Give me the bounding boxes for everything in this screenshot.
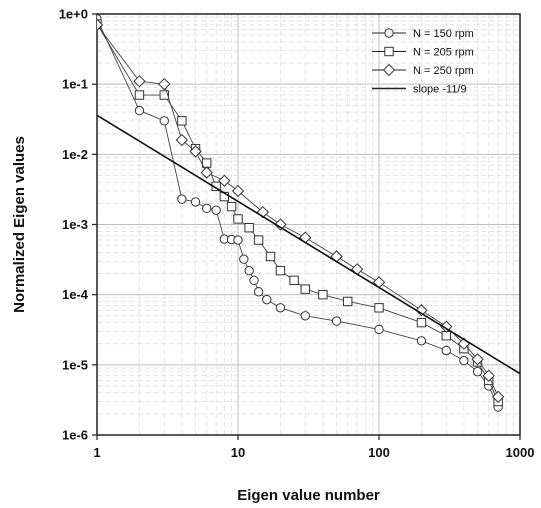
data-point-square <box>275 265 286 276</box>
data-point-square <box>244 223 254 233</box>
data-point-circle <box>275 303 286 313</box>
y-tick-label: 1e-5 <box>62 357 88 372</box>
data-point-diamond <box>158 77 171 91</box>
x-tick-label: 100 <box>368 445 390 460</box>
data-point-circle <box>134 105 145 116</box>
x-tick-label: 10 <box>231 445 245 460</box>
data-point-circle <box>262 294 272 305</box>
slope-line <box>97 114 520 375</box>
series-square <box>97 19 503 407</box>
data-point-circle <box>190 197 201 207</box>
data-point-diamond <box>415 304 428 317</box>
legend-label: N = 205 rpm <box>413 47 474 59</box>
data-point-circle <box>300 311 310 321</box>
y-tick-label: 1e-2 <box>62 147 88 162</box>
data-point-diamond <box>491 390 505 403</box>
data-point-square <box>416 317 427 328</box>
data-point-circle <box>374 324 384 335</box>
chart-marks <box>97 14 520 412</box>
data-point-diamond <box>274 218 287 231</box>
series-line <box>97 114 520 375</box>
data-point-circle <box>472 366 483 377</box>
data-point-circle <box>202 203 212 214</box>
data-point-circle <box>459 355 469 366</box>
data-point-diamond <box>218 174 231 187</box>
data-point-circle <box>253 287 264 297</box>
data-point-diamond <box>231 184 245 198</box>
legend-marker-diamond <box>382 63 396 77</box>
axis-ticks: 1 10 100 1000 1e-6 1e-5 1e-4 1e-3 1e-2 1e-1 1e+0 <box>59 7 535 461</box>
legend-marker-circle <box>384 28 394 38</box>
data-point-square <box>177 116 187 126</box>
legend-label: slope -11/9 <box>413 84 467 96</box>
data-point-circle <box>239 254 249 264</box>
y-tick-label: 1e-1 <box>62 77 88 92</box>
data-point-diamond <box>299 231 312 244</box>
data-point-square <box>318 289 328 300</box>
series-line <box>97 23 499 402</box>
x-axis-title: Eigen value number <box>237 487 380 504</box>
data-point-diamond <box>97 18 104 32</box>
data-point-circle <box>249 275 259 286</box>
data-point-diamond <box>200 166 213 179</box>
y-axis-title: Normalized Eigen values <box>11 136 28 313</box>
data-point-diamond <box>133 75 146 88</box>
data-point-diamond <box>175 133 189 147</box>
data-point-circle <box>233 235 243 245</box>
data-point-circle <box>244 265 254 276</box>
data-point-square <box>374 303 384 313</box>
y-tick-label: 1e-6 <box>62 428 88 443</box>
data-point-square <box>289 275 299 286</box>
x-tick-label: 1000 <box>506 445 535 460</box>
data-point-circle <box>441 345 451 356</box>
data-point-diamond <box>189 145 202 158</box>
series-line <box>97 18 499 408</box>
x-tick-label: 1 <box>93 445 100 460</box>
legend-marker-square <box>384 46 394 57</box>
y-tick-label: 1e-4 <box>62 287 89 302</box>
data-point-square <box>226 201 237 212</box>
data-point-diamond <box>372 276 386 289</box>
data-point-circle <box>177 194 187 204</box>
legend-label: N = 250 rpm <box>413 65 474 77</box>
data-point-square <box>233 214 243 224</box>
y-tick-label: 1e-3 <box>62 217 88 232</box>
data-point-diamond <box>471 353 484 366</box>
legend-label: N = 150 rpm <box>413 28 474 40</box>
series-diamond <box>97 18 505 403</box>
data-point-circle <box>331 316 342 326</box>
legend: N = 150 rpm N = 205 rpm N = 250 rpm slope -… <box>372 28 474 96</box>
y-tick-label: 1e+0 <box>59 7 88 22</box>
grid-lines <box>96 14 520 436</box>
series-line <box>97 24 499 398</box>
data-point-circle <box>159 116 169 126</box>
data-point-square <box>300 284 310 294</box>
data-point-square <box>265 251 276 262</box>
data-point-diamond <box>350 263 364 276</box>
data-point-square <box>134 90 145 100</box>
data-point-square <box>343 296 353 307</box>
data-point-square <box>159 90 169 100</box>
data-point-square <box>253 235 264 245</box>
data-point-diamond <box>482 369 495 382</box>
data-point-circle <box>211 205 221 215</box>
data-point-circle <box>416 336 427 346</box>
